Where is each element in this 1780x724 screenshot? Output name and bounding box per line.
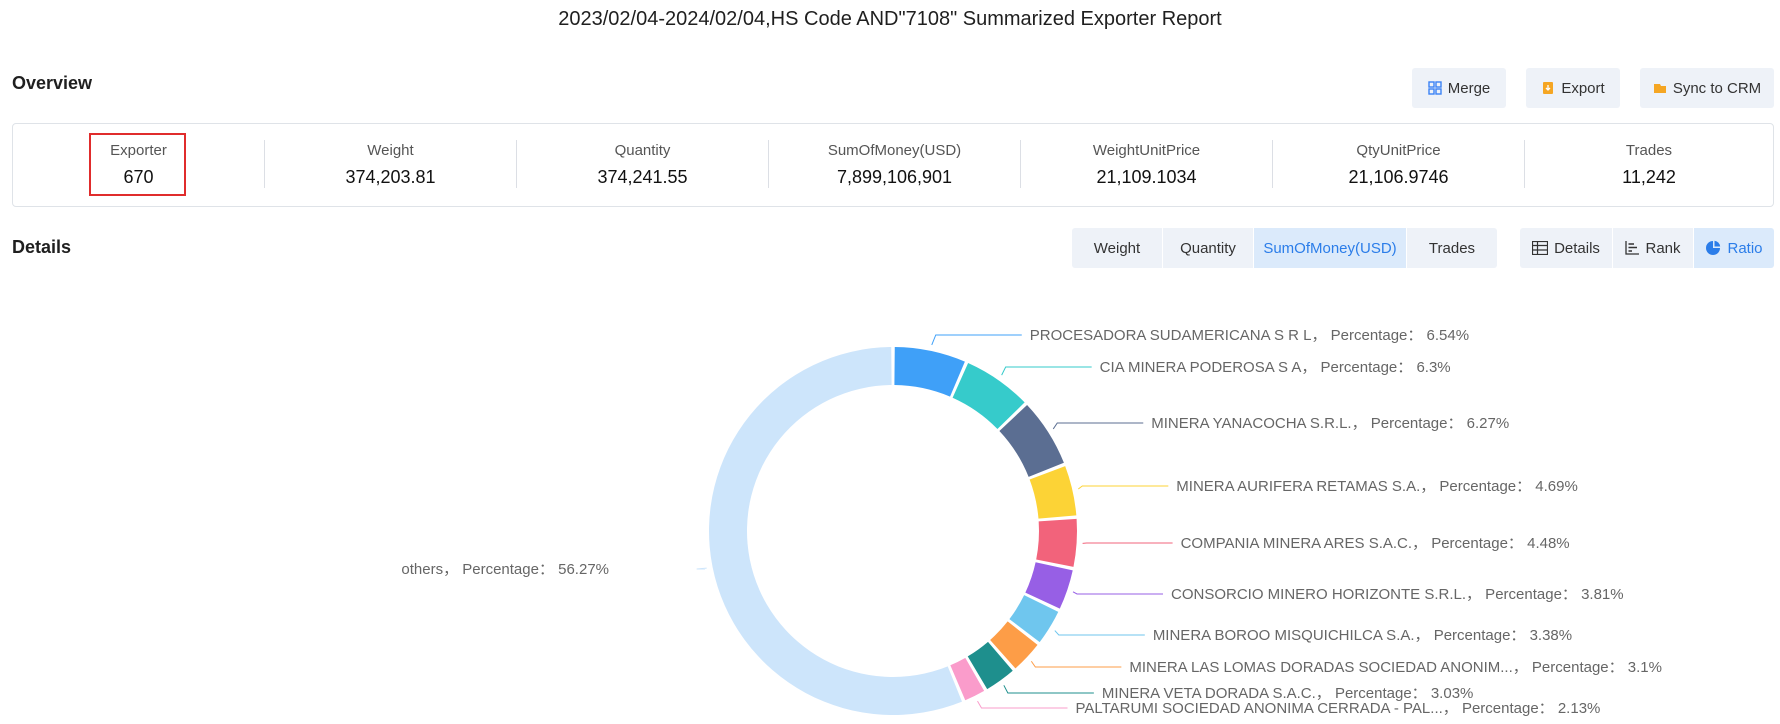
stat-sum-of-money: SumOfMoney(USD) 7,899,106,901 (769, 124, 1020, 206)
donut-slice[interactable] (1025, 562, 1073, 609)
merge-label: Merge (1447, 79, 1491, 97)
sync-crm-icon (1653, 84, 1666, 93)
sync-crm-label: Sync to CRM (1672, 79, 1762, 97)
tab-trades[interactable]: Trades (1407, 228, 1497, 268)
view-rank-button[interactable]: Rank (1613, 228, 1693, 268)
donut-slice-label: MINERA YANACOCHA S.R.L.， Percentage： 6.2… (1151, 415, 1509, 432)
stat-exporter: Exporter 670 (13, 124, 264, 206)
stat-value: 21,109.1034 (1096, 167, 1197, 187)
tab-quantity[interactable]: Quantity (1163, 228, 1253, 268)
stat-divider (516, 140, 517, 188)
donut-slice-label: MINERA AURIFERA RETAMAS S.A.， Percentage… (1176, 478, 1578, 495)
donut-slice[interactable] (894, 347, 965, 397)
donut-slice[interactable] (950, 657, 985, 701)
stat-divider (264, 140, 265, 188)
donut-label-line (1001, 366, 1092, 376)
donut-slice[interactable] (1029, 466, 1077, 519)
donut-slice-label: MINERA LAS LOMAS DORADAS SOCIEDAD ANONIM… (1129, 659, 1662, 676)
donut-slice-label: PROCESADORA SUDAMERICANA S R L， Percenta… (1030, 327, 1469, 344)
stat-value: 670 (123, 167, 154, 187)
tab-label: Quantity (1180, 239, 1236, 257)
view-label: Ratio (1727, 239, 1763, 257)
donut-slice[interactable] (952, 363, 1025, 429)
stat-label: Exporter (110, 142, 167, 159)
stat-trades: Trades 11,242 (1525, 124, 1773, 206)
export-button[interactable]: Export (1526, 68, 1620, 108)
view-ratio-button[interactable]: Ratio (1694, 228, 1774, 268)
stat-label: QtyUnitPrice (1356, 142, 1441, 159)
donut-slice-label: PALTARUMI SOCIEDAD ANONIMA CERRADA - PAL… (1075, 700, 1600, 717)
donut-label-line (1030, 660, 1122, 668)
tab-label: Trades (1428, 239, 1476, 257)
tab-label: Weight (1093, 239, 1141, 257)
donut-label-line (1072, 591, 1164, 595)
donut-label-line (1052, 422, 1144, 430)
donut-slice[interactable] (709, 347, 962, 715)
stat-label: Trades (1625, 142, 1673, 159)
rank-icon (1625, 241, 1640, 255)
stat-qty-unit-price: QtyUnitPrice 21,106.9746 (1273, 124, 1524, 206)
donut-label-line (696, 567, 707, 570)
sync-crm-button[interactable]: Sync to CRM (1640, 68, 1774, 108)
table-icon (1532, 241, 1549, 255)
merge-button[interactable]: Merge (1412, 68, 1506, 108)
view-label: Details (1554, 239, 1600, 257)
donut-label-line (977, 700, 1068, 709)
stat-divider (768, 140, 769, 188)
report-title: 2023/02/04-2024/02/04,HS Code AND"7108" … (558, 8, 1222, 30)
donut-slice-label: MINERA BOROO MISQUICHILCA S.A.， Percenta… (1153, 627, 1572, 644)
tab-sum-of-money[interactable]: SumOfMoney(USD) (1254, 228, 1406, 268)
donut-slice[interactable] (1009, 595, 1059, 643)
export-icon (1543, 82, 1554, 94)
view-details-button[interactable]: Details (1520, 228, 1612, 268)
export-label: Export (1561, 79, 1605, 97)
overview-title: Overview (12, 73, 93, 93)
stat-weight: Weight 374,203.81 (265, 124, 516, 206)
overview-stats-panel: Exporter 670 Weight 374,203.81 Quantity … (12, 123, 1774, 207)
stat-divider (1272, 140, 1273, 188)
donut-label-line (1054, 630, 1145, 636)
exporter-highlight-box (89, 133, 186, 196)
stat-label: WeightUnitPrice (1092, 142, 1201, 159)
donut-slice-label: others， Percentage： 56.27% (401, 561, 609, 578)
donut-slice[interactable] (967, 641, 1013, 690)
stat-value: 11,242 (1622, 167, 1676, 187)
details-title: Details (12, 237, 72, 257)
donut-label-line (931, 334, 1022, 346)
stat-divider (1524, 140, 1525, 188)
tab-weight[interactable]: Weight (1072, 228, 1162, 268)
donut-slice-label: CONSORCIO MINERO HORIZONTE S.R.L.， Perce… (1171, 586, 1624, 603)
donut-slice[interactable] (999, 404, 1064, 477)
donut-slice-label: MINERA VETA DORADA S.A.C.， Percentage： 3… (1102, 685, 1474, 702)
stat-divider (1020, 140, 1021, 188)
stat-weight-unit-price: WeightUnitPrice 21,109.1034 (1021, 124, 1272, 206)
donut-slice-label: COMPANIA MINERA ARES S.A.C.， Percentage：… (1181, 535, 1570, 552)
stat-value: 374,203.81 (345, 167, 436, 187)
donut-slice[interactable] (990, 621, 1038, 669)
donut-slice[interactable] (1036, 518, 1077, 567)
stat-label: Weight (367, 142, 414, 159)
stat-value: 7,899,106,901 (836, 167, 953, 187)
stat-label: Quantity (614, 142, 671, 159)
stat-label: SumOfMoney(USD) (827, 142, 962, 159)
tab-label: SumOfMoney(USD) (1263, 239, 1397, 257)
stat-value: 21,106.9746 (1348, 167, 1449, 187)
pie-chart-icon (1706, 240, 1721, 255)
donut-label-line (1078, 485, 1169, 490)
stat-quantity: Quantity 374,241.55 (517, 124, 768, 206)
merge-icon (1428, 81, 1442, 95)
donut-label-line (1003, 685, 1094, 694)
view-label: Rank (1645, 239, 1681, 257)
donut-slice-label: CIA MINERA PODEROSA S A， Percentage： 6.3… (1100, 359, 1451, 376)
stat-value: 374,241.55 (597, 167, 688, 187)
